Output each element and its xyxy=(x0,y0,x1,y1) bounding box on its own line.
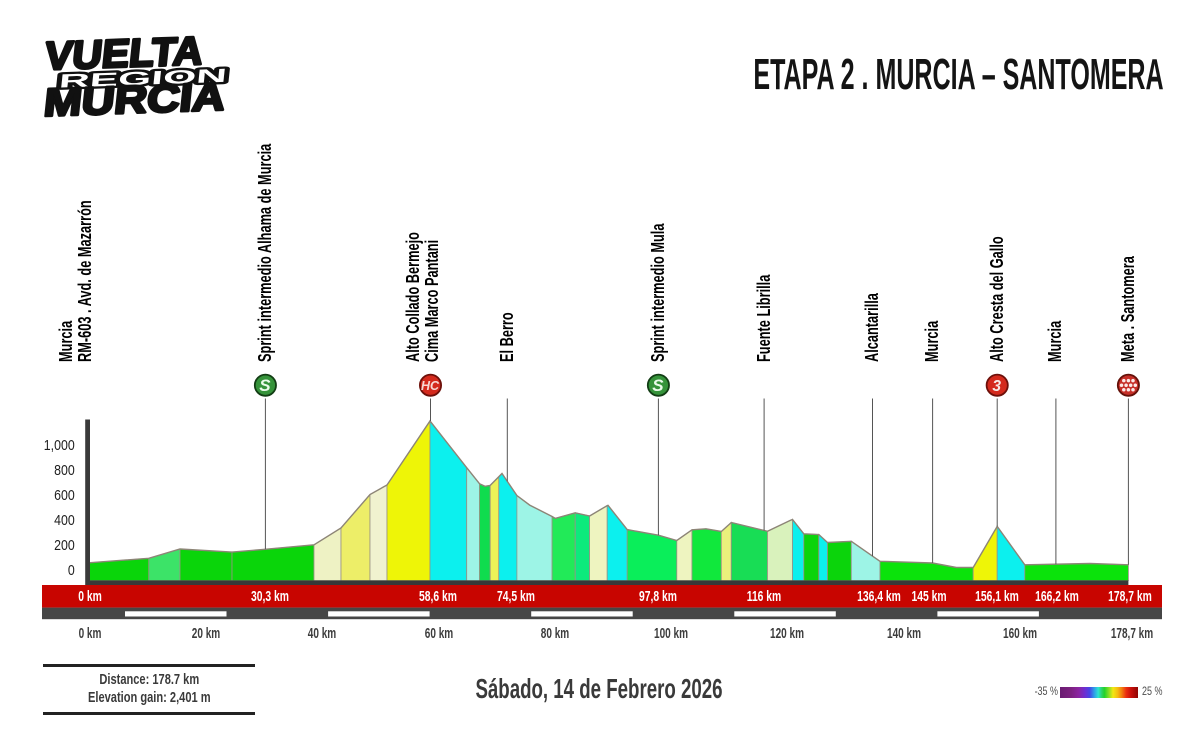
svg-text:3: 3 xyxy=(992,378,1001,395)
svg-text:VUELTA: VUELTA xyxy=(43,29,206,78)
svg-text:HC: HC xyxy=(421,379,440,393)
svg-text:S: S xyxy=(652,376,664,395)
svg-text:S: S xyxy=(259,376,271,395)
svg-text:MURCIA: MURCIA xyxy=(42,76,227,125)
